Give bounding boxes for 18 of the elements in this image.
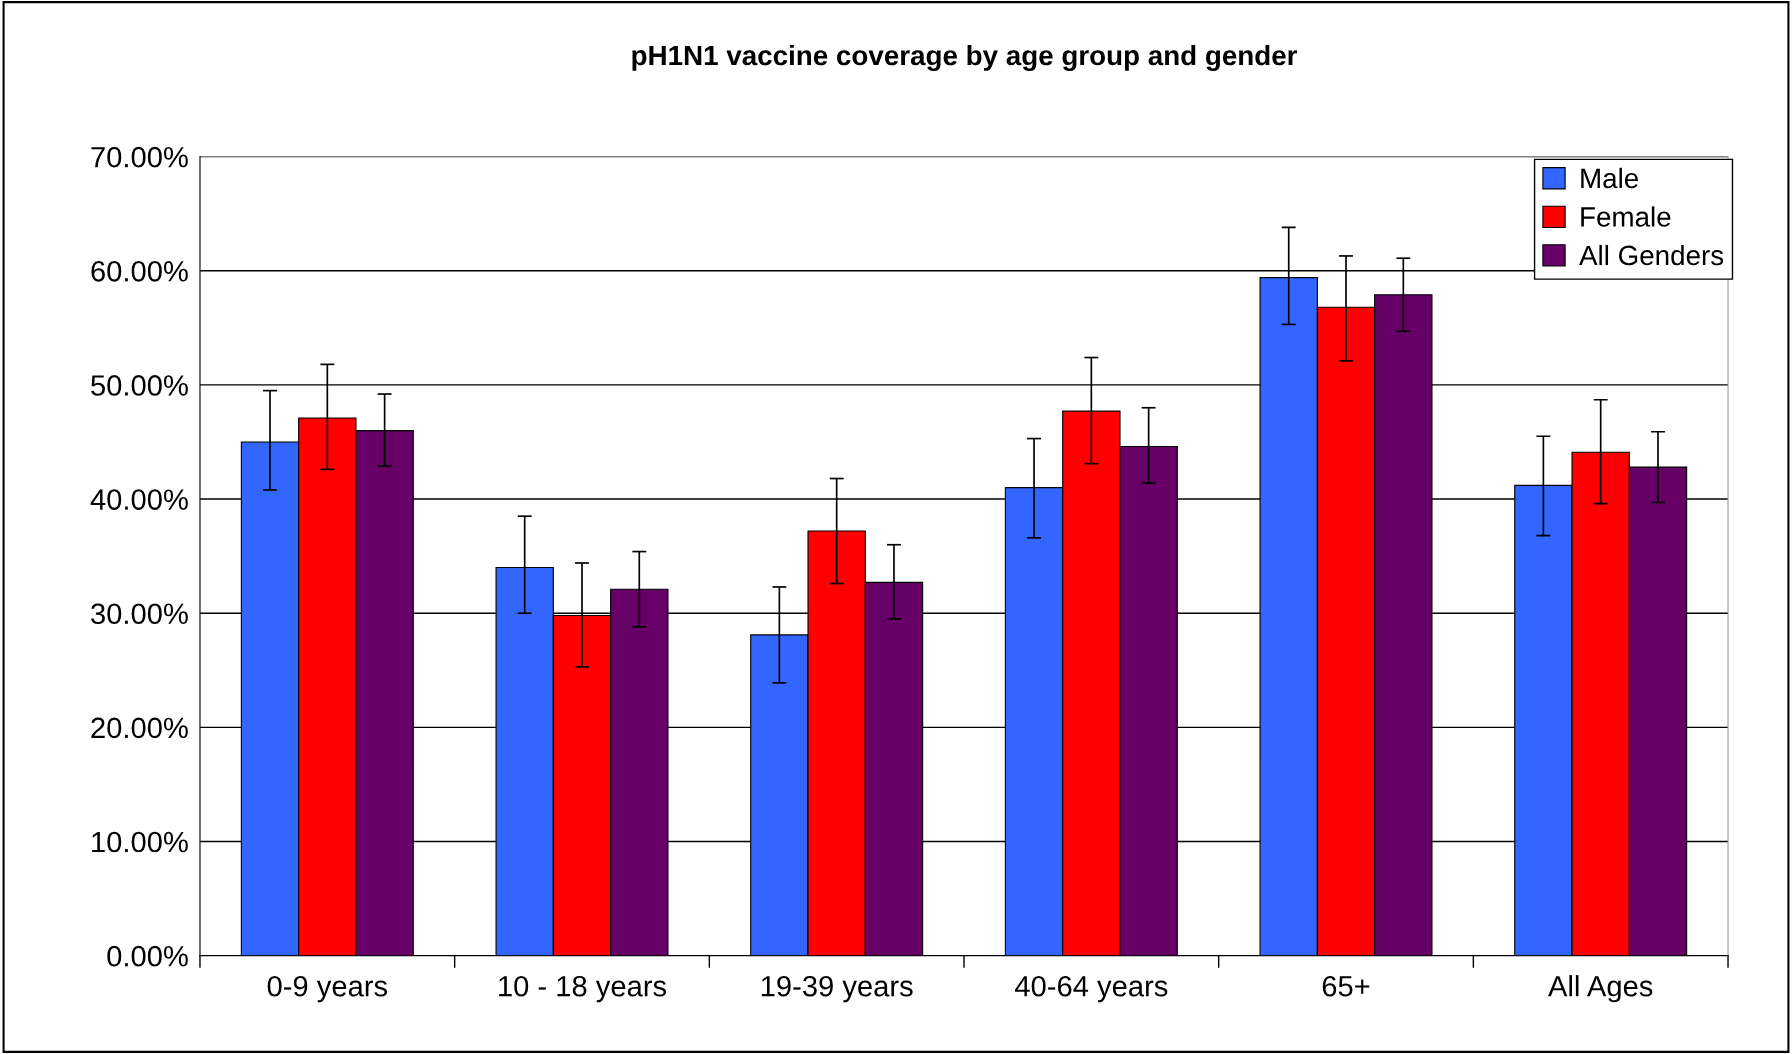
y-tick-label: 0.00% — [107, 945, 188, 967]
legend-label: Female — [1581, 206, 1671, 227]
y-tick-label: 60.00% — [91, 260, 188, 282]
y-tick-label: 10.00% — [92, 831, 188, 853]
x-tick-label: All Ages — [1548, 975, 1653, 1003]
y-tick-label: 70.00% — [91, 146, 188, 168]
y-tick-label: 30.00% — [91, 603, 188, 625]
legend-label: All Genders — [1579, 244, 1724, 266]
x-tick-label: 0-9 years — [267, 975, 388, 1003]
legend-label: Male — [1581, 167, 1638, 189]
x-tick-label: 10 - 18 years — [499, 975, 667, 1003]
x-tick-label: 40-64 years — [1015, 975, 1168, 1003]
x-tick-label: 65+ — [1322, 975, 1370, 997]
y-tick-label: 50.00% — [91, 375, 188, 396]
y-tick-label: 40.00% — [90, 489, 188, 510]
chart-title: pH1N1 vaccine coverage by age group and gender — [632, 44, 1298, 71]
y-tick-label: 20.00% — [91, 717, 188, 739]
x-tick-label: 19-39 years — [761, 975, 913, 1003]
